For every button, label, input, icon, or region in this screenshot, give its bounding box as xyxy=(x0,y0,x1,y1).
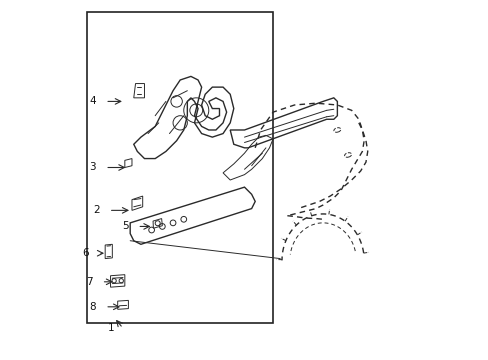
Text: 7: 7 xyxy=(86,277,93,287)
Text: 5: 5 xyxy=(122,221,128,231)
Text: 2: 2 xyxy=(93,205,100,215)
Text: 6: 6 xyxy=(82,248,89,258)
Text: 3: 3 xyxy=(89,162,96,172)
Text: 1: 1 xyxy=(107,323,114,333)
Text: 8: 8 xyxy=(89,302,96,312)
Bar xyxy=(87,12,272,323)
Text: 4: 4 xyxy=(89,96,96,107)
